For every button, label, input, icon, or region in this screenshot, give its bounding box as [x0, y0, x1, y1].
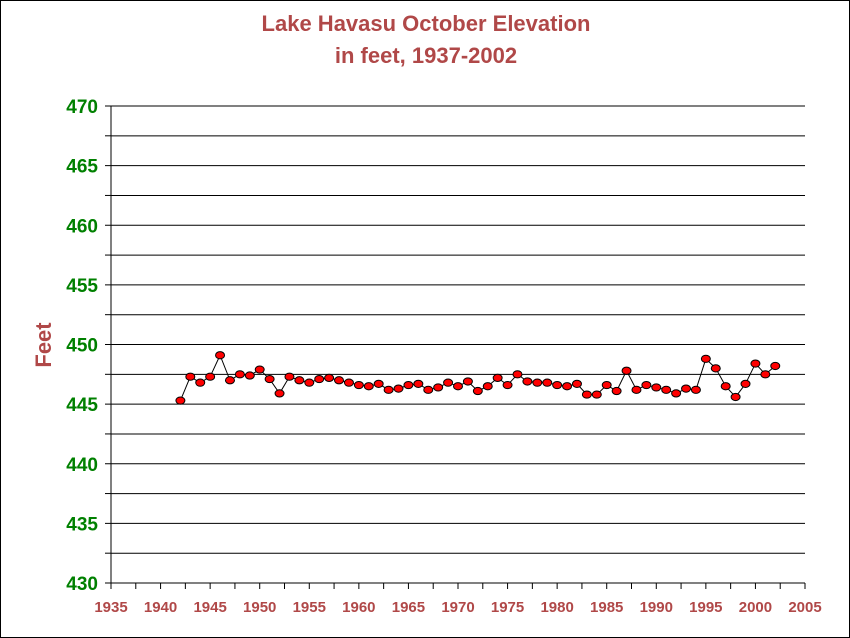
x-tick-label: 1970 — [441, 599, 474, 616]
x-tick-label: 1990 — [640, 599, 673, 616]
y-tick-label: 470 — [66, 97, 98, 118]
x-tick-label: 1940 — [144, 599, 177, 616]
data-point — [462, 377, 473, 386]
chart-subtitle: in feet, 1937-2002 — [335, 43, 517, 68]
gridlines — [111, 105, 805, 554]
data-point — [443, 378, 454, 387]
x-tick-label: 1995 — [689, 599, 722, 616]
data-point — [383, 385, 394, 394]
data-point — [750, 359, 761, 368]
data-point — [492, 373, 503, 382]
data-point — [591, 390, 602, 399]
data-point — [730, 392, 741, 402]
data-point — [661, 385, 672, 394]
data-point — [195, 378, 206, 387]
x-tick-label: 2005 — [788, 599, 821, 616]
data-point — [760, 370, 771, 379]
data-point — [185, 372, 196, 381]
x-tick-label: 1975 — [491, 599, 524, 616]
data-point — [482, 382, 493, 391]
data-point — [234, 370, 245, 379]
data-point — [502, 380, 513, 390]
data-point — [224, 376, 235, 385]
chart-title: Lake Havasu October Elevation — [262, 11, 591, 36]
data-point — [532, 378, 543, 387]
data-point — [552, 380, 563, 390]
x-tick-label: 2000 — [739, 599, 772, 616]
data-point — [215, 351, 226, 360]
y-tick-label: 440 — [66, 455, 98, 476]
data-point — [472, 386, 483, 396]
data-point — [274, 389, 285, 398]
x-tick-label: 1935 — [94, 599, 127, 616]
data-point — [373, 379, 384, 388]
data-point — [581, 390, 592, 399]
data-point — [304, 378, 315, 387]
data-point — [244, 371, 255, 380]
y-tick-label: 465 — [66, 157, 98, 178]
data-point — [413, 379, 424, 388]
y-tick-label: 455 — [66, 276, 98, 297]
data-point — [690, 385, 701, 394]
y-tick-label: 450 — [66, 336, 98, 357]
data-point — [393, 384, 404, 393]
data-point — [770, 361, 781, 371]
data-point — [453, 382, 463, 391]
x-tick-label: 1980 — [540, 599, 573, 616]
data-point — [512, 370, 523, 379]
data-point — [611, 386, 622, 396]
axes — [105, 105, 806, 589]
x-tick-label: 1955 — [293, 599, 326, 616]
data-point — [343, 378, 354, 387]
data-point — [562, 382, 573, 391]
data-point — [314, 374, 325, 384]
data-point — [671, 389, 682, 398]
x-tick-label: 1945 — [193, 599, 226, 616]
series-elevation — [175, 351, 781, 405]
data-point — [740, 379, 751, 388]
data-point — [353, 380, 364, 390]
data-point — [284, 372, 295, 381]
data-point — [631, 385, 642, 394]
data-point — [700, 354, 711, 363]
x-tick-labels: 1935 1940 1945 1950 1955 1960 1965 1970 1975 1980… — [94, 599, 821, 616]
y-tick-label: 430 — [66, 574, 98, 595]
data-point — [294, 376, 305, 385]
data-point — [264, 374, 275, 384]
data-point — [423, 385, 434, 394]
y-tick-label: 435 — [66, 514, 98, 535]
data-point — [522, 377, 533, 386]
data-point — [175, 396, 186, 405]
data-point — [363, 382, 374, 391]
data-point — [433, 383, 444, 392]
x-tick-label: 1965 — [392, 599, 425, 616]
data-point — [601, 380, 612, 390]
data-point — [205, 372, 216, 381]
data-point — [621, 366, 632, 375]
data-point — [651, 383, 662, 392]
data-point — [254, 365, 265, 374]
data-point — [324, 373, 335, 382]
data-point — [571, 379, 582, 388]
data-point — [641, 380, 652, 390]
y-tick-label: 460 — [66, 216, 98, 237]
y-tick-label: 445 — [66, 395, 98, 416]
x-tick-label: 1950 — [243, 599, 276, 616]
x-tick-label: 1960 — [342, 599, 375, 616]
data-point — [710, 364, 721, 373]
y-axis-label: Feet — [31, 322, 56, 368]
data-point — [403, 380, 414, 390]
data-point — [334, 376, 345, 385]
data-point — [681, 384, 692, 393]
data-point — [720, 382, 731, 391]
data-point — [542, 378, 553, 387]
x-tick-label: 1985 — [590, 599, 623, 616]
y-tick-labels: 430 435 440 445 450 455 460 465 470 — [66, 97, 98, 595]
